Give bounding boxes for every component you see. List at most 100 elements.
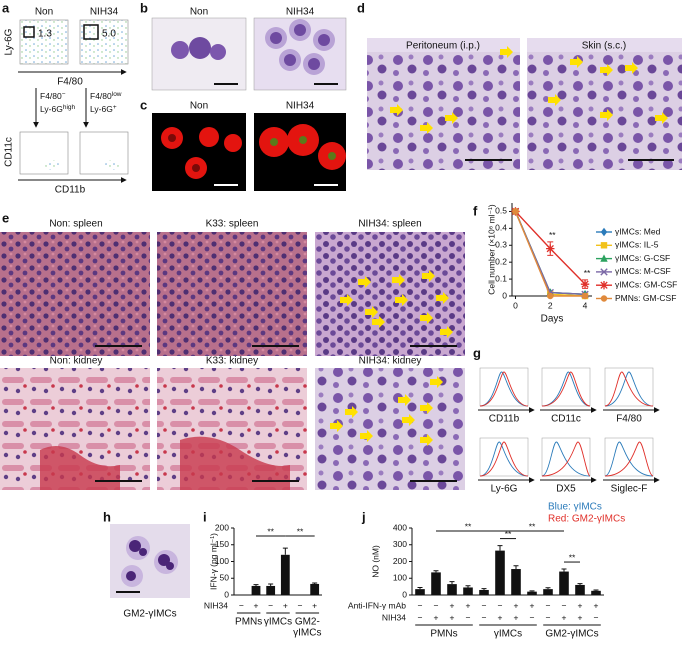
y-tick-label: 400 <box>393 522 407 532</box>
significance: ** <box>465 521 472 531</box>
row-sign: − <box>546 612 551 622</box>
gate-label-text: Ly-6G <box>90 104 113 114</box>
bar <box>543 589 553 595</box>
flow-plot <box>19 131 69 175</box>
legend-marker <box>600 242 608 249</box>
error-bar <box>282 547 288 555</box>
gate-label: Ly-6Ghigh <box>40 104 76 115</box>
significance: ** <box>505 529 512 539</box>
legend-label: PMNs: GM-CSF <box>615 293 676 303</box>
histogram-curve <box>541 441 591 477</box>
gate-label-sup: high <box>63 104 76 111</box>
y-tick-label: 0.2 <box>495 256 507 266</box>
column-label: NIH34 <box>286 7 315 18</box>
legend-label: γIMCs: G-CSF <box>615 253 670 263</box>
group-label: γIMCs <box>293 628 321 639</box>
histogram-curve <box>541 371 591 407</box>
row-sign: + <box>312 600 317 610</box>
x-tick-label: 4 <box>583 300 588 310</box>
histogram-curve <box>604 371 654 407</box>
y-tick-label: 100 <box>215 556 229 566</box>
row-label: Anti-IFN-γ mAb <box>348 600 406 610</box>
image-title: Non: kidney <box>50 356 103 367</box>
panel-letter: a <box>2 0 10 15</box>
panel-letter: e <box>2 210 9 225</box>
histogram-curve <box>479 371 529 407</box>
gate-label: F4/80− <box>40 91 66 102</box>
row-sign: + <box>514 600 519 610</box>
significance: ** <box>297 526 304 536</box>
micrograph <box>527 38 682 170</box>
y-axis-label: Cell number (×10⁶ ml⁻¹) <box>486 204 496 295</box>
y-axis-label: NO (nM) <box>370 545 380 578</box>
error-bar <box>449 581 455 585</box>
error-bar <box>513 565 519 570</box>
histogram-curve <box>541 371 591 407</box>
marker-label: CD11b <box>489 414 520 425</box>
histogram-curve <box>479 441 529 477</box>
legend-label: γIMCs: Med <box>615 226 661 236</box>
column-label: Non <box>35 7 53 18</box>
column-label: Skin (s.c.) <box>582 41 626 52</box>
bar <box>447 584 457 595</box>
axis-label: CD11b <box>55 185 86 196</box>
error-bar <box>561 568 567 572</box>
error-bar <box>253 584 259 586</box>
bar <box>266 585 276 595</box>
gate-label-sup: − <box>62 91 66 98</box>
histogram-curve <box>604 441 654 477</box>
x-axis-label: Days <box>541 314 564 325</box>
y-axis-label: IFN-γ (pg ml⁻¹) <box>208 533 218 590</box>
micrograph <box>157 232 307 356</box>
legend-text: Red: GM2-γIMCs <box>548 514 625 525</box>
histogram-curve <box>479 441 529 477</box>
y-tick-label: 0 <box>502 290 507 300</box>
legend-label: γIMCs: IL-5 <box>615 240 659 250</box>
bar <box>591 590 601 595</box>
y-tick-label: 300 <box>393 539 407 549</box>
image-title: K33: spleen <box>206 219 259 230</box>
significance: ** <box>267 526 274 536</box>
flow-population <box>45 160 59 170</box>
flow-plot <box>79 131 129 175</box>
error-bar <box>529 590 535 592</box>
panel-letter: b <box>140 0 148 15</box>
row-sign: + <box>562 612 567 622</box>
gate-label: Ly-6G+ <box>90 104 117 115</box>
error-bar <box>545 587 551 590</box>
group-label: PMNs <box>235 617 262 628</box>
panel-letter: c <box>140 97 147 112</box>
row-sign: − <box>530 612 535 622</box>
gate-label: F4/80low <box>90 91 122 102</box>
error-bar <box>593 589 599 591</box>
y-tick-label: 0 <box>224 589 229 599</box>
gate-label-sup: + <box>113 104 117 111</box>
blood-region <box>40 436 290 490</box>
legend-marker <box>600 254 608 262</box>
error-bar <box>465 585 471 588</box>
y-tick-label: 200 <box>215 522 229 532</box>
micrograph <box>151 17 247 91</box>
scale-bars <box>95 345 457 482</box>
gate <box>23 26 35 38</box>
flow-population <box>105 160 119 170</box>
marker-label: DX5 <box>556 484 576 495</box>
histogram-frame <box>541 437 591 477</box>
marker-label: CD11c <box>551 414 581 425</box>
data-point <box>547 292 554 300</box>
x-tick-label: 0 <box>513 300 518 310</box>
row-label: NIH34 <box>204 600 228 610</box>
row-sign: + <box>578 612 583 622</box>
x-tick-label: 2 <box>548 300 553 310</box>
axis-label: Ly-6G <box>4 28 15 55</box>
y-tick-label: 150 <box>215 539 229 549</box>
bar <box>479 589 489 595</box>
micrograph-header <box>527 38 682 52</box>
row-sign: − <box>418 612 423 622</box>
error-bar <box>481 588 487 590</box>
image-title: Non: spleen <box>49 219 102 230</box>
image-title: NIH34: spleen <box>358 219 421 230</box>
image-title: NIH34: kidney <box>359 356 422 367</box>
column-label: NIH34 <box>90 7 119 18</box>
